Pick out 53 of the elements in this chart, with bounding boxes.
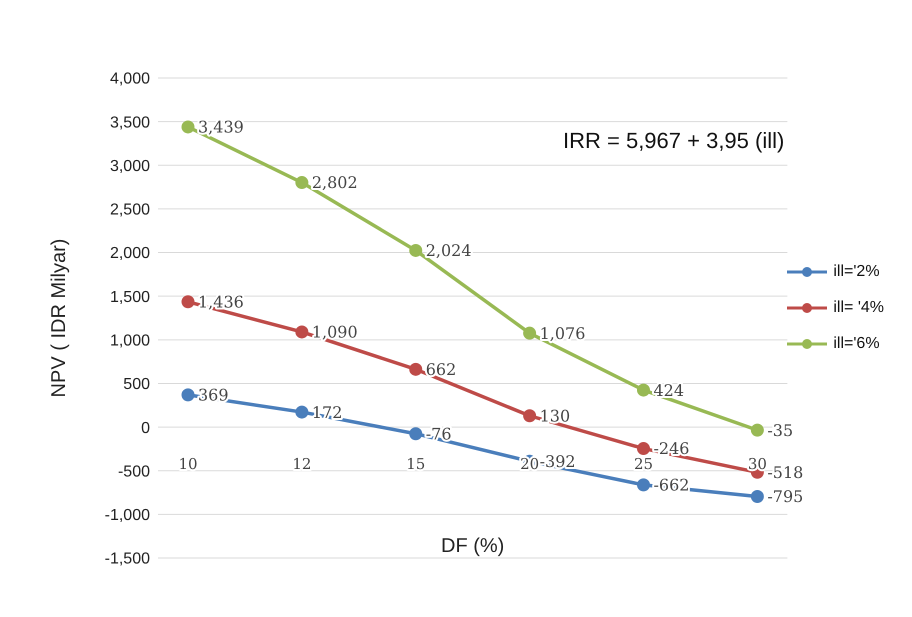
point xyxy=(523,326,536,340)
data-label: 2,802 xyxy=(312,173,358,192)
y-tick-label: -1,000 xyxy=(104,507,150,524)
y-tick-label: 0 xyxy=(141,420,150,437)
point xyxy=(182,120,194,134)
point xyxy=(295,325,308,338)
y-tick-label: 3,500 xyxy=(110,114,150,132)
annotation: IRR = 5,967 + 3,95 (ill) xyxy=(563,128,784,154)
data-label: 662 xyxy=(426,360,456,379)
data-label: -246 xyxy=(653,439,690,458)
y-tick-label: 1,000 xyxy=(110,332,150,350)
point xyxy=(182,388,194,402)
y-axis-title: NPV ( IDR Milyar) xyxy=(48,238,70,398)
data-label: -392 xyxy=(540,452,576,471)
point xyxy=(636,442,650,456)
data-label: 1,076 xyxy=(540,324,586,343)
data-label: 1,090 xyxy=(312,322,358,342)
y-tick-label: 1,500 xyxy=(110,288,150,306)
point xyxy=(750,424,764,437)
point xyxy=(523,409,536,422)
point xyxy=(409,244,422,257)
y-tick-label: 2,000 xyxy=(110,245,150,262)
point xyxy=(295,176,308,190)
data-label: 130 xyxy=(540,406,570,426)
data-label: 424 xyxy=(653,380,684,400)
y-tick-label: 2,500 xyxy=(110,202,150,219)
data-label: 2,024 xyxy=(426,241,472,260)
legend-label: ill='6% xyxy=(833,335,880,353)
x-tick-label: 12 xyxy=(292,455,312,474)
y-tick-label: 3,000 xyxy=(110,158,150,175)
legend-label: ill='2% xyxy=(833,263,880,281)
data-label: 1,436 xyxy=(198,292,244,312)
x-tick-label: 15 xyxy=(406,455,426,474)
point xyxy=(409,362,422,376)
data-label: -35 xyxy=(767,420,794,440)
point xyxy=(636,384,650,397)
legend-label: ill= '4% xyxy=(833,299,884,317)
point xyxy=(295,406,308,419)
data-label: -518 xyxy=(767,462,804,482)
y-tick-label: 500 xyxy=(123,376,150,394)
point xyxy=(182,295,194,308)
x-tick-label: 30 xyxy=(748,455,767,474)
point xyxy=(636,478,650,492)
y-tick-label: 4,000 xyxy=(110,70,150,88)
data-label: 3,439 xyxy=(198,118,244,137)
x-tick-label: 10 xyxy=(178,455,198,474)
point xyxy=(409,427,422,440)
y-tick-label: -500 xyxy=(118,463,150,480)
point xyxy=(750,490,764,503)
data-label: -795 xyxy=(767,487,804,506)
x-tick-label: 25 xyxy=(634,455,654,474)
y-tick-label: -1,500 xyxy=(104,550,150,568)
x-axis-title: DF (%) xyxy=(441,535,504,558)
